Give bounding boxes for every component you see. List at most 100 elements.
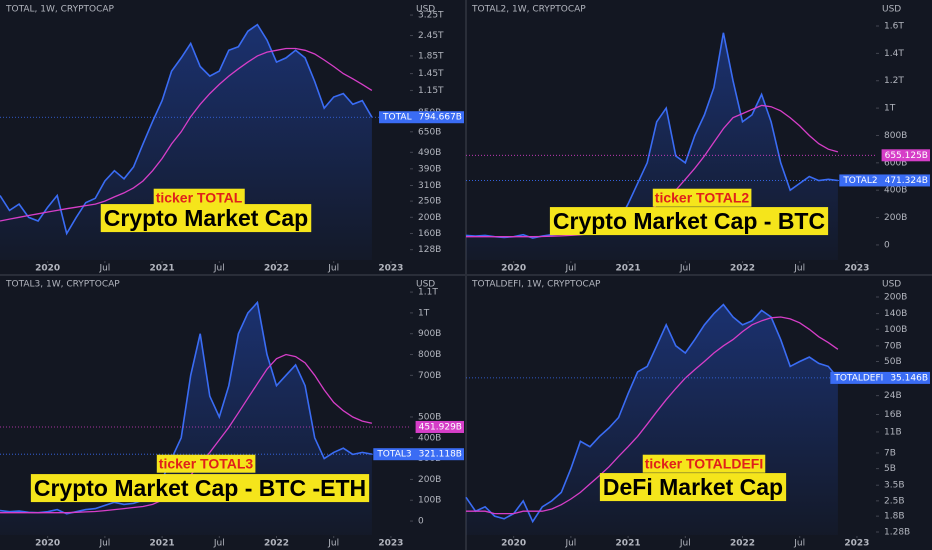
y-tick-label: 500B (418, 412, 441, 422)
y-tick-label: 200B (884, 293, 907, 303)
y-tick-label: 11B (884, 427, 902, 437)
x-tick-label: Jul (213, 539, 225, 549)
y-tick-label: 128B (418, 245, 441, 255)
y-tick-label: 100B (884, 325, 907, 335)
x-tick-label: Jul (98, 539, 110, 549)
x-tick-label: 2022 (730, 539, 755, 549)
x-tick-label: Jul (213, 264, 225, 274)
y-tick-label: 140B (884, 309, 907, 319)
y-tick-label: 310B (418, 181, 441, 191)
y-unit: USD (416, 5, 435, 15)
headline-annotation: DeFi Market Cap (603, 474, 783, 500)
y-tick-label: 250B (418, 197, 441, 207)
series-line (0, 300, 373, 515)
price-label-box (415, 420, 464, 433)
x-tick-label: 2023 (844, 539, 869, 549)
y-tick-label: 3.5B (884, 481, 905, 491)
y-tick-label: 800B (418, 350, 441, 360)
y-tick-label: 2.45T (418, 31, 444, 41)
y-tick-label: 600B (884, 158, 907, 168)
price-label-name: TOTAL (382, 113, 412, 123)
y-tick-label: 700B (418, 371, 441, 381)
y-tick-label: 1T (418, 308, 430, 318)
price-label-value: 35.146B (890, 373, 928, 383)
series-line (466, 316, 839, 515)
ticker-annotation: ticker TOTAL2 (655, 190, 750, 206)
y-tick-label: 900B (418, 329, 441, 339)
headline-annotation: Crypto Market Cap - BTC -ETH (34, 475, 366, 501)
x-tick-label: 2020 (35, 264, 60, 274)
price-label-value: 655.125B (885, 151, 928, 161)
x-tick-label: 2023 (378, 264, 403, 274)
y-tick-label: 650B (418, 127, 441, 137)
x-tick-label: Jul (679, 264, 691, 274)
chart-title: TOTAL2, 1W, CRYPTOCAP (471, 5, 586, 15)
x-tick-label: 2021 (150, 264, 175, 274)
y-tick-label: 1.28B (884, 527, 910, 537)
y-tick-label: 24B (884, 391, 902, 401)
x-tick-label: Jul (98, 264, 110, 274)
x-tick-label: 2023 (844, 264, 869, 274)
x-tick-label: Jul (327, 539, 339, 549)
x-tick-label: Jul (564, 539, 576, 549)
price-label-value: 471.324B (885, 176, 928, 186)
ticker-annotation: ticker TOTAL3 (159, 456, 254, 472)
x-tick-label: Jul (327, 264, 339, 274)
y-tick-label: 2.5B (884, 496, 905, 506)
headline-annotation: Crypto Market Cap - BTC (553, 208, 825, 234)
price-label-value: 451.929B (419, 422, 462, 432)
chart-title: TOTAL, 1W, CRYPTOCAP (5, 5, 115, 15)
price-label-box (379, 111, 464, 124)
x-tick-label: Jul (793, 539, 805, 549)
y-tick-label: 200B (418, 213, 441, 223)
y-tick-label: 1.45T (418, 69, 444, 79)
y-tick-label: 3.25T (418, 11, 444, 21)
x-tick-label: Jul (679, 539, 691, 549)
headline-box (100, 204, 312, 233)
price-label-box (830, 371, 930, 384)
x-tick-label: Jul (793, 264, 805, 274)
y-tick-label: 1.2T (884, 76, 904, 86)
y-tick-label: 7B (884, 448, 896, 458)
y-tick-label: 1.6T (884, 22, 904, 32)
x-tick-label: 2020 (501, 264, 526, 274)
x-tick-label: 2022 (264, 539, 289, 549)
y-tick-label: 5B (884, 464, 896, 474)
chart-title: TOTALDEFI, 1W, CRYPTOCAP (471, 280, 601, 290)
y-tick-label: 0 (884, 240, 890, 250)
y-tick-label: 160B (418, 229, 441, 239)
price-label-box (373, 448, 464, 461)
price-label-name: TOTAL3 (376, 450, 411, 460)
x-tick-label: 2023 (378, 539, 403, 549)
y-tick-label: 1.4T (884, 49, 904, 59)
y-tick-label: 1T (884, 104, 896, 114)
price-label-value: 321.118B (419, 450, 462, 460)
x-tick-label: 2022 (730, 264, 755, 274)
x-tick-label: 2021 (616, 264, 641, 274)
x-tick-label: 2020 (35, 539, 60, 549)
price-label-name: TOTALDEFI (833, 373, 883, 383)
y-tick-label: 50B (884, 357, 902, 367)
price-label-value: 794.667B (419, 113, 462, 123)
y-tick-label: 390B (418, 164, 441, 174)
x-tick-label: 2021 (150, 539, 175, 549)
ticker-box (642, 454, 766, 473)
ticker-box (652, 188, 752, 207)
headline-box (549, 207, 829, 236)
y-unit: USD (882, 5, 901, 15)
series-line (0, 23, 373, 236)
price-label-box (881, 149, 930, 162)
y-tick-label: 1.1T (418, 288, 438, 298)
y-unit: USD (882, 280, 901, 290)
chart-panel: TOTAL2, 1W, CRYPTOCAP USD 1.6T 1.4T 1.2T 1T 80… (465, 5, 930, 274)
y-tick-label: 16B (884, 410, 902, 420)
y-tick-label: 400B (884, 186, 907, 196)
headline-annotation: Crypto Market Cap (104, 205, 308, 231)
y-tick-label: 100B (418, 496, 441, 506)
series-line (0, 47, 373, 222)
y-tick-label: 400B (418, 433, 441, 443)
y-tick-label: 200B (418, 475, 441, 485)
y-tick-label: 800B (884, 131, 907, 141)
